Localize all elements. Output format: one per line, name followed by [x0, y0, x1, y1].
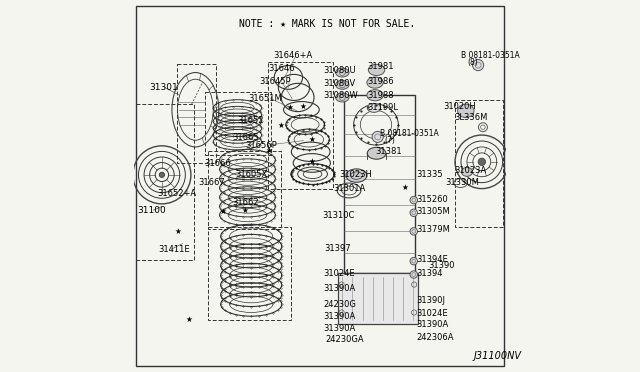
Circle shape: [410, 257, 417, 265]
Text: B 08181-0351A: B 08181-0351A: [461, 51, 520, 60]
Text: 31023H: 31023H: [339, 170, 372, 179]
Circle shape: [159, 172, 164, 177]
Text: 31646+A: 31646+A: [273, 51, 313, 60]
Bar: [338, 273, 418, 324]
Text: 31411E: 31411E: [159, 245, 190, 254]
Text: 3L336M: 3L336M: [454, 113, 488, 122]
Bar: [344, 95, 415, 273]
Ellipse shape: [335, 93, 349, 102]
Text: 31080V: 31080V: [323, 79, 355, 88]
Circle shape: [410, 228, 417, 235]
Circle shape: [472, 60, 484, 71]
Text: ★: ★: [241, 206, 248, 215]
Text: 31986: 31986: [367, 77, 394, 86]
Text: ★: ★: [186, 315, 193, 324]
Ellipse shape: [367, 103, 381, 112]
Ellipse shape: [346, 169, 367, 182]
Text: 31390A: 31390A: [323, 324, 355, 333]
Bar: [136, 104, 193, 260]
Text: 31390J: 31390J: [416, 296, 445, 305]
Text: 31379M: 31379M: [416, 225, 450, 234]
Text: 24230G: 24230G: [323, 300, 356, 309]
Text: (7): (7): [384, 136, 395, 145]
Bar: [205, 92, 271, 155]
Text: ★: ★: [308, 157, 316, 166]
Text: 31020H: 31020H: [444, 102, 476, 110]
Text: ★: ★: [286, 103, 293, 112]
Text: 31390: 31390: [428, 262, 454, 270]
Text: 31662: 31662: [232, 198, 259, 207]
Text: 31390A: 31390A: [323, 284, 355, 293]
Bar: [207, 227, 291, 320]
Text: ★: ★: [278, 121, 284, 130]
Text: 31397: 31397: [324, 244, 351, 253]
Bar: [177, 64, 216, 163]
Ellipse shape: [335, 80, 349, 89]
Text: 31080U: 31080U: [323, 66, 356, 75]
Text: 31381: 31381: [375, 147, 402, 156]
Circle shape: [478, 158, 486, 166]
Ellipse shape: [367, 77, 383, 88]
Text: ★: ★: [265, 146, 272, 155]
Ellipse shape: [367, 90, 383, 101]
Text: 31301: 31301: [149, 83, 178, 92]
Text: 31394: 31394: [416, 269, 442, 278]
Text: J31100NV: J31100NV: [473, 352, 521, 361]
Ellipse shape: [335, 68, 349, 77]
Text: 31605X: 31605X: [235, 170, 268, 179]
Text: 31394E: 31394E: [416, 255, 448, 264]
Text: ★: ★: [308, 135, 316, 144]
Text: 315260: 315260: [416, 195, 448, 203]
Text: 31390A: 31390A: [323, 312, 355, 321]
Circle shape: [410, 271, 417, 278]
Text: 31665: 31665: [232, 133, 259, 142]
Text: 24230GA: 24230GA: [326, 335, 364, 344]
Bar: [268, 62, 333, 189]
Text: 31656P: 31656P: [246, 141, 277, 150]
Ellipse shape: [367, 147, 386, 159]
Ellipse shape: [461, 167, 472, 176]
Bar: [209, 151, 281, 229]
Text: ★: ★: [300, 102, 307, 110]
Text: B 08181-0351A: B 08181-0351A: [380, 129, 438, 138]
Text: 31666: 31666: [204, 159, 230, 168]
Text: 242306A: 242306A: [416, 333, 454, 342]
Text: 31988: 31988: [367, 92, 394, 100]
Text: ★: ★: [219, 207, 226, 216]
Text: 31305M: 31305M: [416, 207, 450, 216]
Text: 31100: 31100: [137, 206, 166, 215]
Text: 31330M: 31330M: [445, 178, 479, 187]
Text: 31645P: 31645P: [259, 77, 291, 86]
Text: 31652+A: 31652+A: [157, 189, 196, 198]
Text: 31646: 31646: [269, 64, 295, 73]
Circle shape: [372, 131, 383, 142]
Text: 31080W: 31080W: [323, 92, 358, 100]
Bar: [454, 100, 503, 227]
Text: 31667: 31667: [198, 178, 225, 187]
Text: 31199L: 31199L: [367, 103, 399, 112]
Circle shape: [410, 209, 417, 217]
Circle shape: [410, 196, 417, 204]
Ellipse shape: [458, 104, 474, 118]
Text: ★: ★: [175, 227, 181, 236]
Text: ★: ★: [401, 183, 408, 192]
Text: NOTE : ★ MARK IS NOT FOR SALE.: NOTE : ★ MARK IS NOT FOR SALE.: [239, 19, 415, 29]
Text: 31023A: 31023A: [454, 166, 487, 175]
Text: 31301A: 31301A: [333, 185, 365, 193]
Text: (8): (8): [467, 58, 477, 67]
Ellipse shape: [369, 64, 385, 76]
Text: 31652: 31652: [237, 116, 264, 125]
Text: 31310C: 31310C: [322, 211, 354, 219]
Text: 31335: 31335: [416, 170, 443, 179]
Text: 31024E: 31024E: [416, 309, 447, 318]
Text: 31981: 31981: [367, 62, 394, 71]
Text: 31390A: 31390A: [416, 320, 448, 329]
Text: 31651M: 31651M: [248, 94, 282, 103]
Text: 31024E: 31024E: [323, 269, 355, 278]
